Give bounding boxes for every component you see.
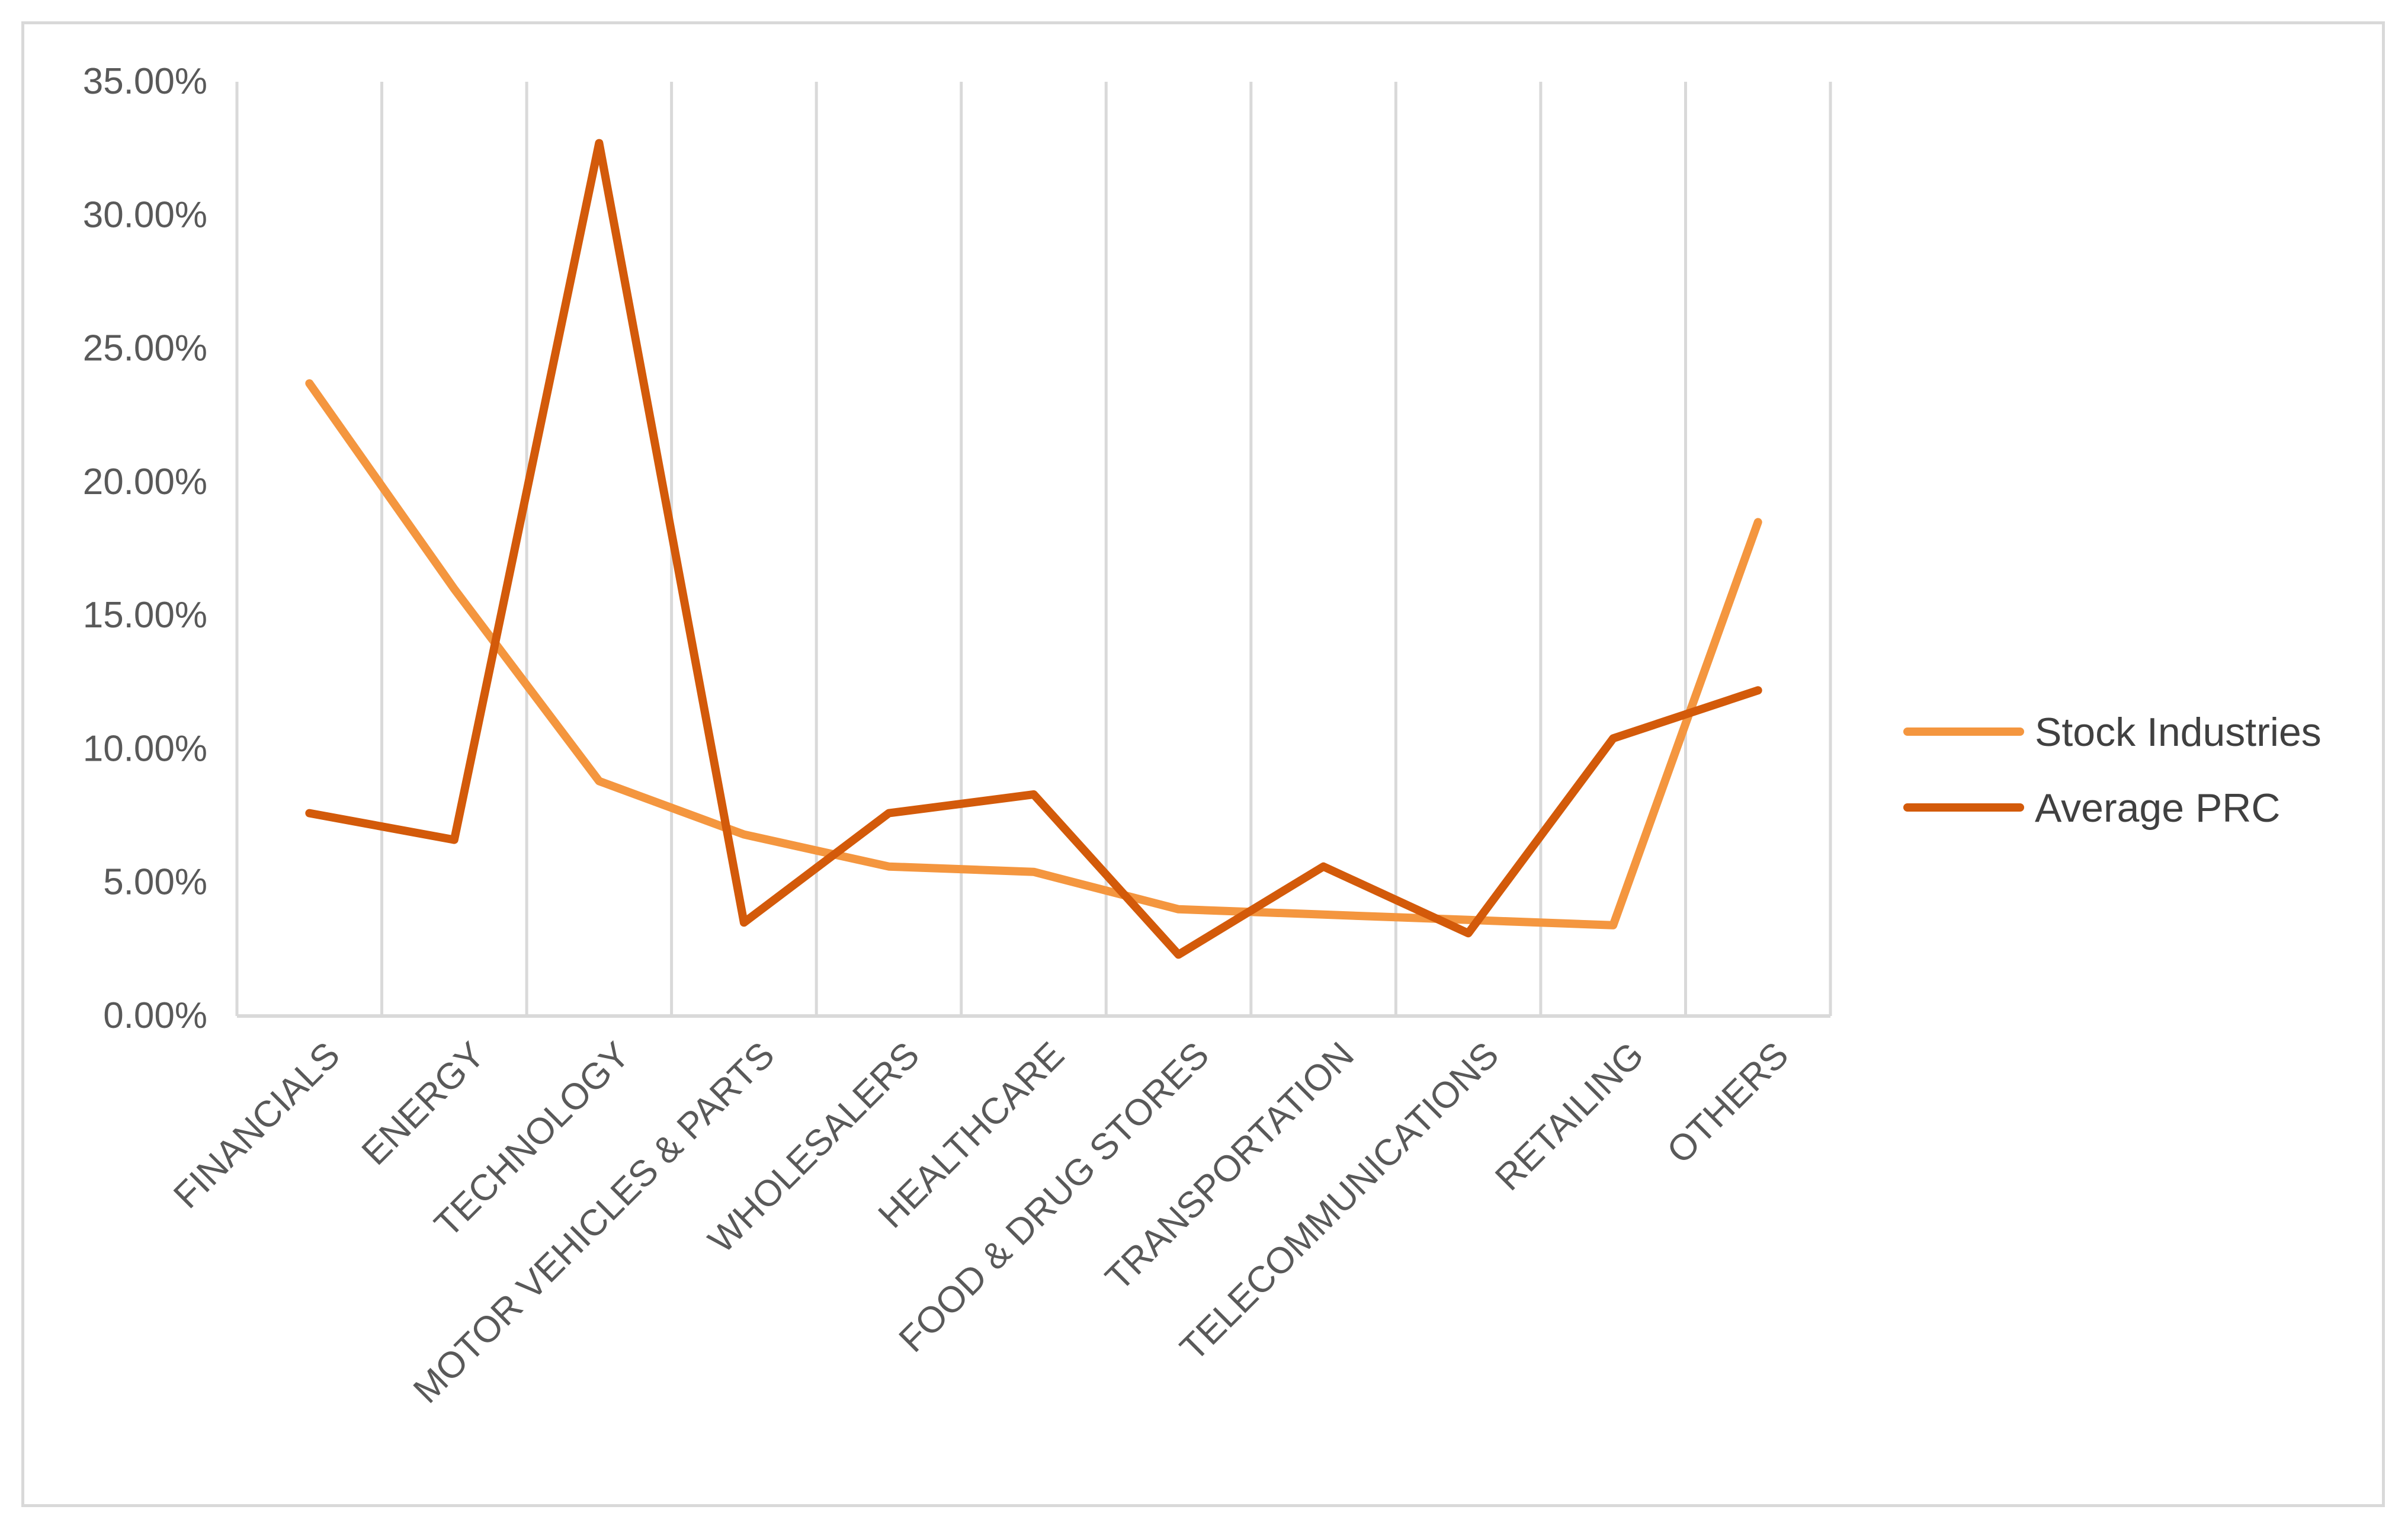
series-line-average-prc xyxy=(305,139,1762,959)
gridlines xyxy=(235,82,1832,1016)
chart-frame xyxy=(21,21,2385,1507)
x-tick-label: TRANSPORTATION xyxy=(1098,1034,1362,1299)
legend-label: Average PRC xyxy=(2035,786,2281,831)
legend: Stock Industries Average PRC xyxy=(1903,710,2322,831)
y-tick-label: 10.00% xyxy=(83,728,207,769)
legend-label: Stock Industries xyxy=(2035,710,2322,755)
x-tick-label: RETAILING xyxy=(1487,1034,1652,1198)
y-axis-tick-labels: 0.00% 5.00% 10.00% 15.00% 20.00% 25.00% 30.00%… xyxy=(83,61,207,1036)
series-line-stock-industries xyxy=(305,379,1762,930)
y-tick-label: 20.00% xyxy=(83,461,207,502)
x-tick-label: OTHERS xyxy=(1659,1034,1796,1171)
x-tick-label: FINANCIALS xyxy=(166,1034,348,1216)
y-tick-label: 25.00% xyxy=(83,328,207,369)
x-tick-label: ENERGY xyxy=(354,1034,493,1173)
y-tick-label: 30.00% xyxy=(83,194,207,235)
series-lines xyxy=(305,139,1762,959)
y-tick-label: 35.00% xyxy=(83,61,207,102)
y-tick-label: 5.00% xyxy=(103,862,207,903)
y-tick-label: 0.00% xyxy=(103,995,207,1036)
y-tick-label: 15.00% xyxy=(83,595,207,636)
x-tick-label: FOOD & DRUG STORES xyxy=(892,1034,1217,1360)
